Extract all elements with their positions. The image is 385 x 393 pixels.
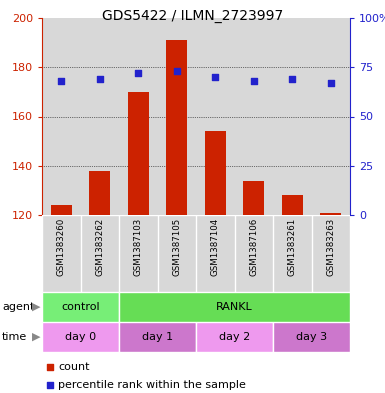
Bar bbox=[320, 213, 341, 215]
Text: agent: agent bbox=[2, 302, 34, 312]
Point bbox=[289, 76, 295, 82]
Bar bbox=[166, 40, 187, 215]
Bar bbox=[119, 292, 350, 322]
Text: GSM1383261: GSM1383261 bbox=[288, 217, 297, 275]
Bar bbox=[196, 322, 273, 352]
Text: control: control bbox=[61, 302, 100, 312]
Point bbox=[135, 70, 141, 76]
Text: count: count bbox=[58, 362, 89, 372]
Point bbox=[174, 68, 180, 74]
Text: time: time bbox=[2, 332, 27, 342]
Text: GSM1383260: GSM1383260 bbox=[57, 217, 66, 275]
Bar bbox=[51, 205, 72, 215]
Text: ▶: ▶ bbox=[32, 332, 41, 342]
Point bbox=[58, 78, 64, 84]
Text: GSM1387105: GSM1387105 bbox=[172, 217, 181, 275]
Bar bbox=[128, 92, 149, 215]
Point bbox=[97, 76, 103, 82]
Bar bbox=[205, 131, 226, 215]
Bar bbox=[89, 171, 110, 215]
Text: GSM1387106: GSM1387106 bbox=[249, 217, 258, 275]
Text: GSM1387104: GSM1387104 bbox=[211, 217, 220, 275]
Text: day 3: day 3 bbox=[296, 332, 327, 342]
Bar bbox=[42, 322, 119, 352]
Text: day 2: day 2 bbox=[219, 332, 250, 342]
Text: day 1: day 1 bbox=[142, 332, 173, 342]
Text: RANKL: RANKL bbox=[216, 302, 253, 312]
Point bbox=[328, 80, 334, 86]
Bar bbox=[42, 292, 119, 322]
Bar bbox=[273, 322, 350, 352]
Text: ▶: ▶ bbox=[32, 302, 41, 312]
Point bbox=[212, 74, 218, 80]
Point bbox=[47, 382, 53, 388]
Point bbox=[251, 78, 257, 84]
Point bbox=[47, 364, 53, 370]
Text: percentile rank within the sample: percentile rank within the sample bbox=[58, 380, 246, 390]
Text: GSM1387103: GSM1387103 bbox=[134, 217, 143, 275]
Bar bbox=[119, 322, 196, 352]
Text: GSM1383262: GSM1383262 bbox=[95, 217, 104, 275]
Bar bbox=[282, 195, 303, 215]
Text: day 0: day 0 bbox=[65, 332, 96, 342]
Text: GDS5422 / ILMN_2723997: GDS5422 / ILMN_2723997 bbox=[102, 9, 283, 23]
Text: GSM1383263: GSM1383263 bbox=[326, 217, 335, 275]
Bar bbox=[243, 180, 264, 215]
